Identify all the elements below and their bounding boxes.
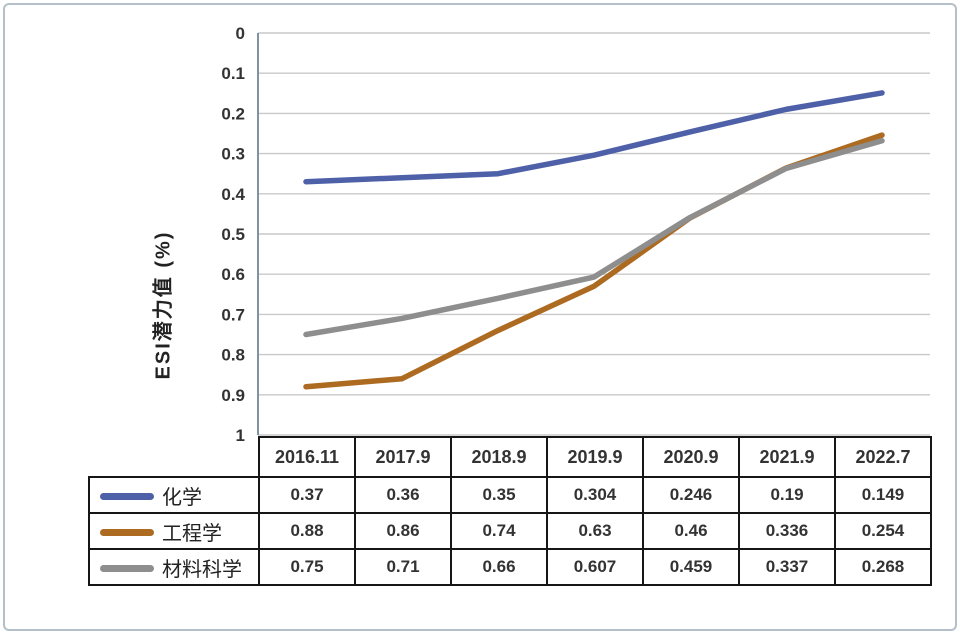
value-cell-1-3: 0.63 <box>546 512 644 550</box>
value-cell-1-4: 0.46 <box>642 512 740 550</box>
value-cell-1-6: 0.254 <box>834 512 932 550</box>
value-cell-0-5: 0.19 <box>738 476 836 514</box>
series-name: 材料科学 <box>162 558 242 581</box>
value-cell-1-0: 0.88 <box>258 512 356 550</box>
y-tick-label: 0.9 <box>221 386 245 405</box>
value-cell-0-3: 0.304 <box>546 476 644 514</box>
value-cell-1-2: 0.74 <box>450 512 548 550</box>
y-tick-label: 0.3 <box>221 145 245 164</box>
y-tick-label: 0.4 <box>221 185 245 204</box>
series-line-0 <box>303 90 885 185</box>
table-header-row: 2016.11 2017.9 2018.9 2019.9 2020.9 2021.9 202… <box>89 436 932 478</box>
value-cell-0-4: 0.246 <box>642 476 740 514</box>
y-tick-label: 0.2 <box>221 104 245 123</box>
y-axis-tick-labels: 0 0.1 0.2 0.3 0.4 0.5 0.6 0.7 0.8 0.9 1 <box>221 24 245 445</box>
y-tick-label: 0.8 <box>221 346 245 365</box>
series-name: 化学 <box>162 486 202 509</box>
legend-line-swatch <box>100 564 154 572</box>
value-cell-0-1: 0.36 <box>354 476 452 514</box>
value-cell-2-2: 0.66 <box>450 548 548 586</box>
series-line-1 <box>303 132 885 390</box>
value-cell-0-2: 0.35 <box>450 476 548 514</box>
y-tick-label: 0.6 <box>221 265 245 284</box>
y-tick-label: 0.5 <box>221 225 245 244</box>
value-cell-0-0: 0.37 <box>258 476 356 514</box>
value-cell-2-4: 0.459 <box>642 548 740 586</box>
table-row-series-1: 工程学 0.88 0.86 0.74 0.63 0.46 0.336 0.254 <box>88 512 932 550</box>
y-tick-label: 0.7 <box>221 305 245 324</box>
value-cell-1-1: 0.86 <box>354 512 452 550</box>
legend-line-swatch <box>100 528 154 536</box>
data-table-legend: 2016.11 2017.9 2018.9 2019.9 2020.9 2021.9 202… <box>88 436 932 586</box>
value-cell-0-6: 0.149 <box>834 476 932 514</box>
value-cell-1-5: 0.336 <box>738 512 836 550</box>
column-header-0: 2016.11 <box>258 436 356 478</box>
legend-cell: 材料科学 <box>88 548 260 586</box>
series-line-2 <box>303 137 885 338</box>
legend-cell: 化学 <box>88 476 260 514</box>
value-cell-2-3: 0.607 <box>546 548 644 586</box>
value-cell-2-6: 0.268 <box>834 548 932 586</box>
gridlines <box>258 32 930 436</box>
table-row-series-2: 材料科学 0.75 0.71 0.66 0.607 0.459 0.337 0.268 <box>88 548 932 586</box>
table-corner-spacer <box>89 437 259 477</box>
value-cell-2-5: 0.337 <box>738 548 836 586</box>
column-header-2: 2018.9 <box>450 436 548 478</box>
y-tick-label: 1 <box>236 426 245 445</box>
column-header-6: 2022.7 <box>834 436 932 478</box>
value-cell-2-1: 0.71 <box>354 548 452 586</box>
column-header-5: 2021.9 <box>738 436 836 478</box>
table-row-series-0: 化学 0.37 0.36 0.35 0.304 0.246 0.19 0.149 <box>88 476 932 514</box>
y-tick-label: 0 <box>236 24 245 43</box>
column-header-1: 2017.9 <box>354 436 452 478</box>
value-cell-2-0: 0.75 <box>258 548 356 586</box>
column-header-3: 2019.9 <box>546 436 644 478</box>
legend-cell: 工程学 <box>88 512 260 550</box>
series-name: 工程学 <box>162 522 222 545</box>
y-tick-label: 0.1 <box>221 64 245 83</box>
legend-line-swatch <box>100 492 154 500</box>
column-header-4: 2020.9 <box>642 436 740 478</box>
y-axis-title: ESI潜力值 (%) <box>152 230 175 380</box>
